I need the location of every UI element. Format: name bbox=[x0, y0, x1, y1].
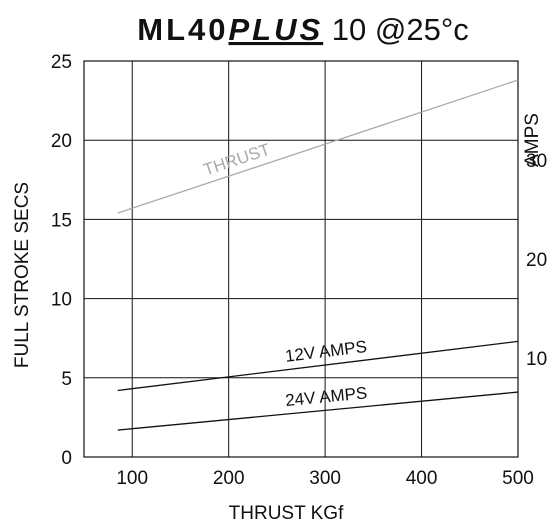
y-axis-label: FULL STROKE SECS bbox=[12, 182, 33, 368]
y-tick-label: 0 bbox=[61, 448, 72, 469]
x-tick-label: 200 bbox=[213, 468, 245, 489]
series-label-2: 24V AMPS bbox=[284, 383, 368, 410]
series-line-2 bbox=[117, 391, 519, 431]
chart-title-plus: PLUS bbox=[229, 12, 324, 47]
y-tick-label: 10 bbox=[51, 290, 72, 311]
y2-tick-label: 20 bbox=[526, 250, 547, 271]
series-line-0 bbox=[117, 79, 519, 214]
x-tick-label: 500 bbox=[502, 468, 534, 489]
y-tick-label: 20 bbox=[51, 131, 72, 152]
chart-title: ML40PLUS 10 @25°c bbox=[137, 12, 469, 47]
chart-title-rest: 10 @25°c bbox=[323, 12, 469, 47]
x-tick-label: 100 bbox=[116, 468, 148, 489]
plot-frame bbox=[83, 60, 519, 458]
series-line-1 bbox=[117, 340, 519, 392]
tick-labels: 100 200 300 400 500 0 5 10 15 20 25 10 20 30 bbox=[51, 52, 547, 489]
y2-axis-label: AMPS bbox=[522, 113, 543, 167]
y2-tick-label: 10 bbox=[526, 349, 547, 370]
x-tick-label: 400 bbox=[406, 468, 438, 489]
grid bbox=[83, 60, 519, 458]
x-tick-label: 300 bbox=[309, 468, 341, 489]
chart-title-model: ML40 bbox=[137, 12, 228, 47]
y-tick-label: 5 bbox=[61, 369, 72, 390]
y2-tick-label: 30 bbox=[526, 151, 547, 172]
series-lines bbox=[117, 79, 519, 431]
y-tick-label: 15 bbox=[51, 210, 72, 231]
x-axis-label: THRUST KGf bbox=[229, 503, 344, 523]
y-tick-label: 25 bbox=[51, 52, 72, 73]
